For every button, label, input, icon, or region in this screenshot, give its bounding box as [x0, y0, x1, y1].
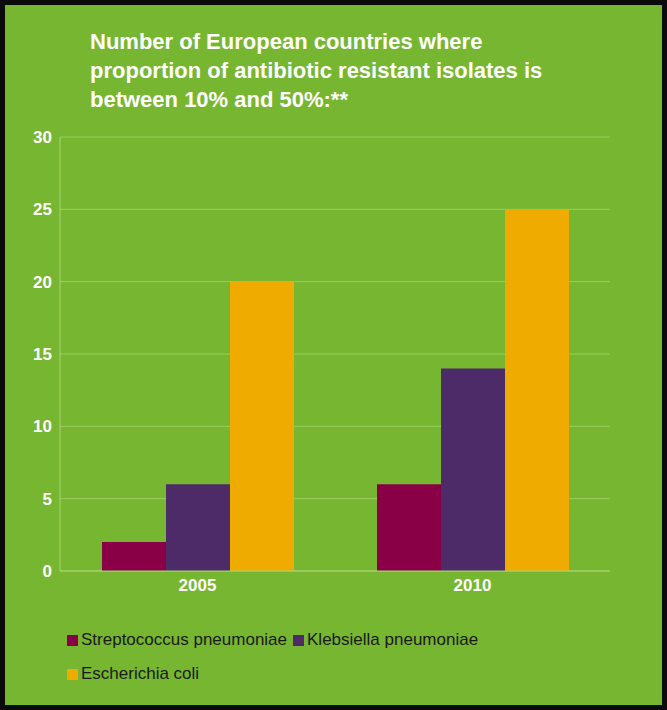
svg-text:10: 10 [33, 417, 52, 436]
svg-text:20: 20 [33, 273, 52, 292]
svg-text:15: 15 [33, 345, 52, 364]
svg-text:5: 5 [43, 490, 52, 509]
html-text:Number of European countries w: Number of European countries where propo… [90, 29, 543, 112]
html-text:Streptococcus pneumoniae: Streptococcus pneumoniae [81, 630, 287, 649]
svg-text:2005: 2005 [179, 576, 217, 595]
svg-text:0: 0 [43, 562, 52, 581]
html-text:Escherichia coli: Escherichia coli [81, 664, 200, 683]
svg-text:2010: 2010 [454, 576, 492, 595]
svg-text:30: 30 [33, 128, 52, 147]
html-text:Klebsiella pneumoniae: Klebsiella pneumoniae [307, 630, 479, 649]
svg-text:25: 25 [33, 200, 52, 219]
